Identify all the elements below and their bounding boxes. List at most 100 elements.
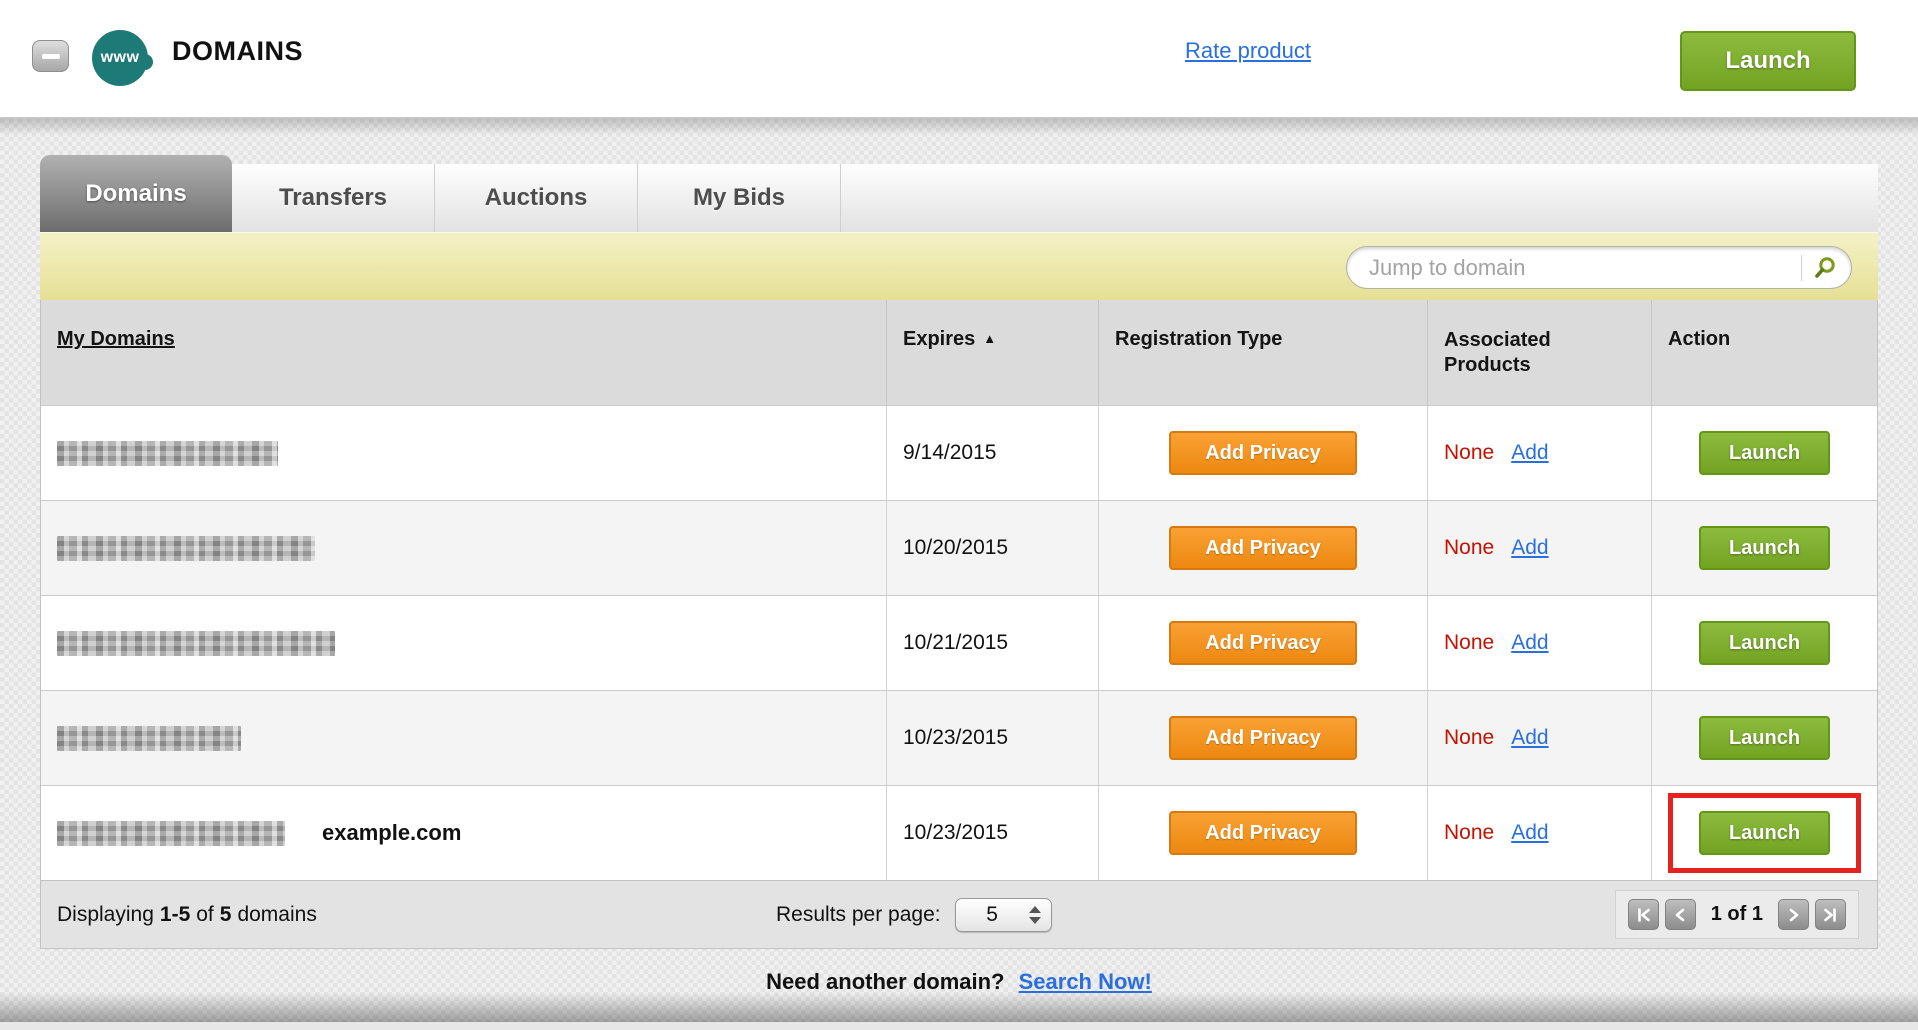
tab-strip: Transfers Auctions My Bids: [232, 164, 1878, 232]
expiry-date: 10/20/2015: [903, 536, 1009, 559]
domain-cell: [41, 691, 886, 785]
expires-cell: 10/20/2015: [886, 501, 1098, 595]
action-cell: Launch: [1651, 786, 1877, 880]
redacted-domain-name[interactable]: [57, 440, 278, 466]
domain-cell: [41, 406, 886, 500]
table-row: 10/21/2015 Add Privacy None Add Launch: [41, 595, 1877, 690]
associated-cell: None Add: [1427, 691, 1651, 785]
table-row: 10/20/2015 Add Privacy None Add Launch: [41, 500, 1877, 595]
page-bottom-edge: [0, 1022, 1918, 1030]
associated-cell: None Add: [1427, 501, 1651, 595]
first-page-icon: [1638, 907, 1651, 922]
column-header-expires: Expires ▲: [886, 300, 1098, 405]
table-row-example-com: example.com 10/23/2015 Add Privacy None …: [41, 785, 1877, 880]
domains-table: My Domains Expires ▲ Registration Type As…: [40, 300, 1878, 949]
results-per-page-select[interactable]: 5: [954, 897, 1052, 932]
add-product-link[interactable]: Add: [1511, 631, 1549, 654]
column-header-my-domains: My Domains: [41, 300, 886, 405]
domain-cell: example.com: [41, 786, 886, 880]
tab-transfers[interactable]: Transfers: [232, 164, 435, 232]
redacted-domain-name[interactable]: [57, 820, 285, 846]
associated-products-label: Associated Products: [1444, 329, 1551, 376]
registration-type-label: Registration Type: [1115, 328, 1283, 350]
results-per-page-value: 5: [986, 902, 998, 926]
search-icon[interactable]: [1813, 256, 1837, 280]
displaying-label: Displaying: [57, 902, 154, 926]
associated-cell: None Add: [1427, 596, 1651, 690]
action-cell: Launch: [1651, 406, 1877, 500]
registration-cell: Add Privacy: [1098, 406, 1427, 500]
action-cell: Launch: [1651, 501, 1877, 595]
of-label: of: [196, 902, 214, 926]
table-footer: Displaying 1-5 of 5 domains Results per page…: [41, 880, 1877, 948]
registration-cell: Add Privacy: [1098, 786, 1427, 880]
www-icon-label: www: [100, 49, 140, 66]
add-privacy-button[interactable]: Add Privacy: [1169, 811, 1357, 855]
action-cell: Launch: [1651, 691, 1877, 785]
expires-sort-link[interactable]: Expires: [903, 328, 976, 350]
action-cell: Launch: [1651, 596, 1877, 690]
first-page-button[interactable]: [1627, 899, 1659, 930]
associated-none-status: None: [1444, 441, 1495, 464]
add-privacy-button[interactable]: Add Privacy: [1169, 621, 1357, 665]
add-product-link[interactable]: Add: [1511, 821, 1549, 844]
need-domain-text: Need another domain?: [766, 969, 1005, 994]
launch-product-button[interactable]: Launch: [1680, 31, 1856, 91]
expires-cell: 10/21/2015: [886, 596, 1098, 690]
associated-none-status: None: [1444, 536, 1495, 559]
tab-domains[interactable]: Domains: [40, 155, 232, 232]
app-header: www DOMAINS Rate product Launch: [0, 0, 1918, 119]
next-page-button[interactable]: [1778, 899, 1809, 930]
launch-button[interactable]: Launch: [1699, 431, 1830, 475]
displaying-range: 1-5: [159, 902, 191, 926]
add-product-link[interactable]: Add: [1511, 726, 1549, 749]
minus-icon: [41, 53, 60, 59]
domain-annotation: example.com: [322, 820, 462, 845]
add-privacy-button[interactable]: Add Privacy: [1169, 431, 1357, 475]
redacted-domain-name[interactable]: [57, 725, 241, 751]
displaying-summary: Displaying 1-5 of 5 domains: [57, 903, 317, 927]
search-now-link[interactable]: Search Now!: [1018, 969, 1152, 994]
collapse-panel-button[interactable]: [32, 40, 69, 72]
launch-button-highlighted[interactable]: Launch: [1699, 811, 1830, 855]
previous-page-icon: [1675, 908, 1685, 921]
registration-cell: Add Privacy: [1098, 501, 1427, 595]
expires-cell: 10/23/2015: [886, 691, 1098, 785]
tab-bar: Domains Transfers Auctions My Bids: [40, 155, 1878, 232]
stepper-arrows-icon: [1028, 905, 1041, 924]
add-privacy-button[interactable]: Add Privacy: [1169, 526, 1357, 570]
tab-my-bids[interactable]: My Bids: [638, 164, 841, 232]
associated-none-status: None: [1444, 726, 1495, 749]
action-label: Action: [1668, 328, 1731, 350]
launch-button[interactable]: Launch: [1699, 716, 1830, 760]
page-indicator: 1 of 1: [1710, 903, 1763, 925]
toolbar: [40, 232, 1878, 300]
table-header-row: My Domains Expires ▲ Registration Type As…: [41, 300, 1877, 405]
jump-to-domain-searchbox[interactable]: [1346, 246, 1852, 289]
items-label: domains: [237, 902, 317, 926]
previous-page-button[interactable]: [1664, 899, 1696, 930]
domain-cell: [41, 596, 886, 690]
add-product-link[interactable]: Add: [1511, 536, 1549, 559]
redacted-domain-name[interactable]: [57, 535, 315, 561]
add-privacy-button[interactable]: Add Privacy: [1169, 716, 1357, 760]
launch-button[interactable]: Launch: [1699, 526, 1830, 570]
expiry-date: 10/23/2015: [903, 821, 1009, 844]
next-page-icon: [1789, 908, 1798, 921]
last-page-button[interactable]: [1815, 899, 1846, 930]
last-page-icon: [1823, 907, 1836, 922]
redacted-domain-name[interactable]: [57, 630, 335, 656]
rate-product-link[interactable]: Rate product: [1185, 38, 1311, 63]
domain-cell: [41, 501, 886, 595]
expires-cell: 10/23/2015: [886, 786, 1098, 880]
tab-auctions[interactable]: Auctions: [435, 164, 638, 232]
search-input[interactable]: [1367, 253, 1801, 282]
add-product-link[interactable]: Add: [1511, 441, 1549, 464]
expiry-date: 10/21/2015: [903, 631, 1009, 654]
www-domains-icon: www: [92, 30, 153, 86]
results-per-page-label: Results per page:: [776, 902, 941, 926]
my-domains-sort-link[interactable]: My Domains: [57, 328, 175, 350]
pagination: 1 of 1: [1614, 890, 1859, 939]
launch-button[interactable]: Launch: [1699, 621, 1830, 665]
